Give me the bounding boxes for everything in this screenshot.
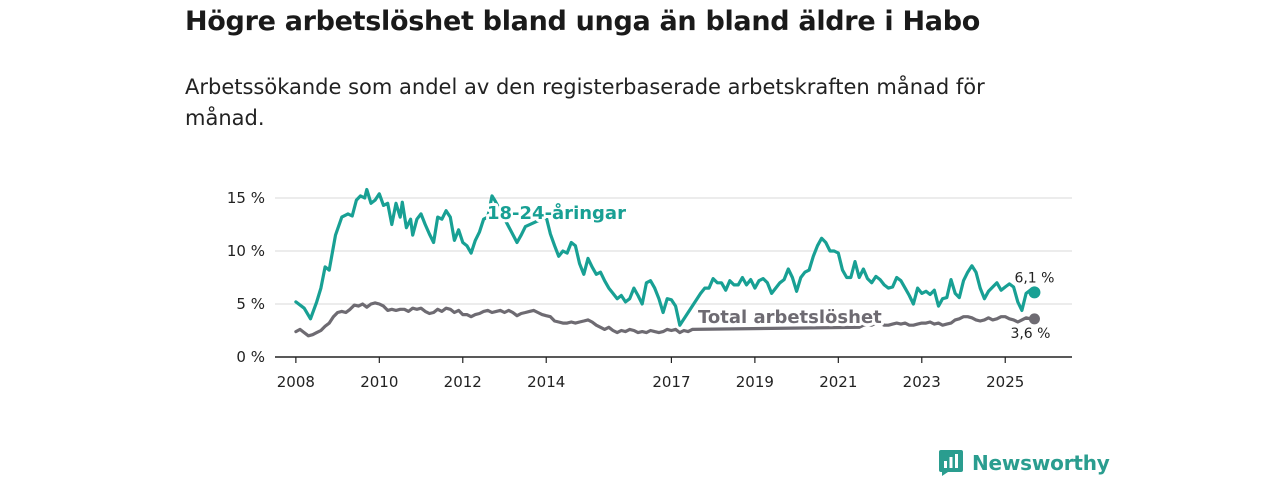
- series-line-youth: [294, 187, 1036, 327]
- x-tick-label: 2014: [527, 373, 565, 391]
- y-tick-label: 15 %: [227, 189, 265, 207]
- series-label-youth: 18-24-åringar: [487, 202, 626, 224]
- chart-subtitle: Arbetssökande som andel av den registerb…: [185, 75, 985, 130]
- x-tick-label: 2008: [277, 373, 315, 391]
- x-tick-label: 2019: [736, 373, 774, 391]
- y-tick-label: 0 %: [236, 348, 265, 366]
- end-marker-total: [1028, 313, 1040, 325]
- end-label-youth: 6,1 %: [1014, 270, 1054, 286]
- end-marker-youth: [1028, 286, 1041, 299]
- chart-title: Högre arbetslöshet bland unga än bland ä…: [185, 6, 980, 37]
- x-tick-label: 2010: [360, 373, 398, 391]
- newsworthy-logo-icon: [939, 450, 963, 476]
- x-tick-label: 2012: [444, 373, 482, 391]
- brand: Newsworthy: [938, 448, 1110, 478]
- end-label-total: 3,6 %: [1010, 326, 1050, 342]
- y-tick-label: 5 %: [236, 295, 265, 313]
- brand-name: Newsworthy: [972, 451, 1110, 475]
- x-tick-label: 2021: [819, 373, 857, 391]
- x-tick-label: 2025: [986, 373, 1024, 391]
- series-line-total: [294, 301, 1036, 338]
- x-tick-label: 2023: [903, 373, 941, 391]
- y-tick-label: 10 %: [227, 242, 265, 260]
- x-tick-label: 2017: [652, 373, 690, 391]
- series-label-total: Total arbetslöshet: [698, 307, 882, 328]
